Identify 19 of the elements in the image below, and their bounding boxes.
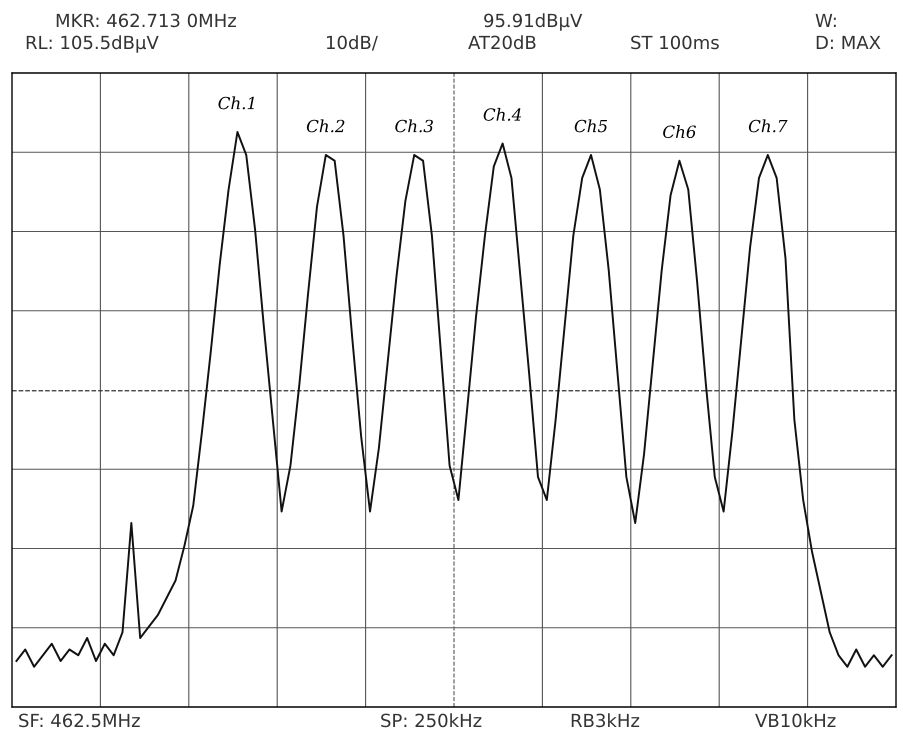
text: 95.91dBμV xyxy=(484,13,582,31)
text: 10dB/ xyxy=(326,35,378,51)
text: Ch.1 xyxy=(218,96,254,110)
annotation: Ch6 xyxy=(663,125,696,138)
text: W: xyxy=(816,14,836,27)
annotation: Ch.3 xyxy=(395,119,433,132)
annotation: Ch.7 xyxy=(748,119,788,132)
text: RL: 105.5dBμV xyxy=(26,35,159,53)
annotation: Ch.2 xyxy=(306,119,344,132)
text: MKR: 462.713 0MHz xyxy=(56,14,236,28)
text: SF: 462.5MHz xyxy=(19,714,140,728)
text: Ch.4 xyxy=(484,108,522,121)
text: D: MAX xyxy=(816,36,880,49)
text: AT20dB xyxy=(468,35,536,50)
text: SP: 250kHz xyxy=(381,713,482,728)
annotation: Ch5 xyxy=(574,119,608,132)
text: VB10kHz xyxy=(755,713,836,728)
text: RB3kHz xyxy=(572,713,640,728)
text: ST 100ms xyxy=(631,36,719,50)
